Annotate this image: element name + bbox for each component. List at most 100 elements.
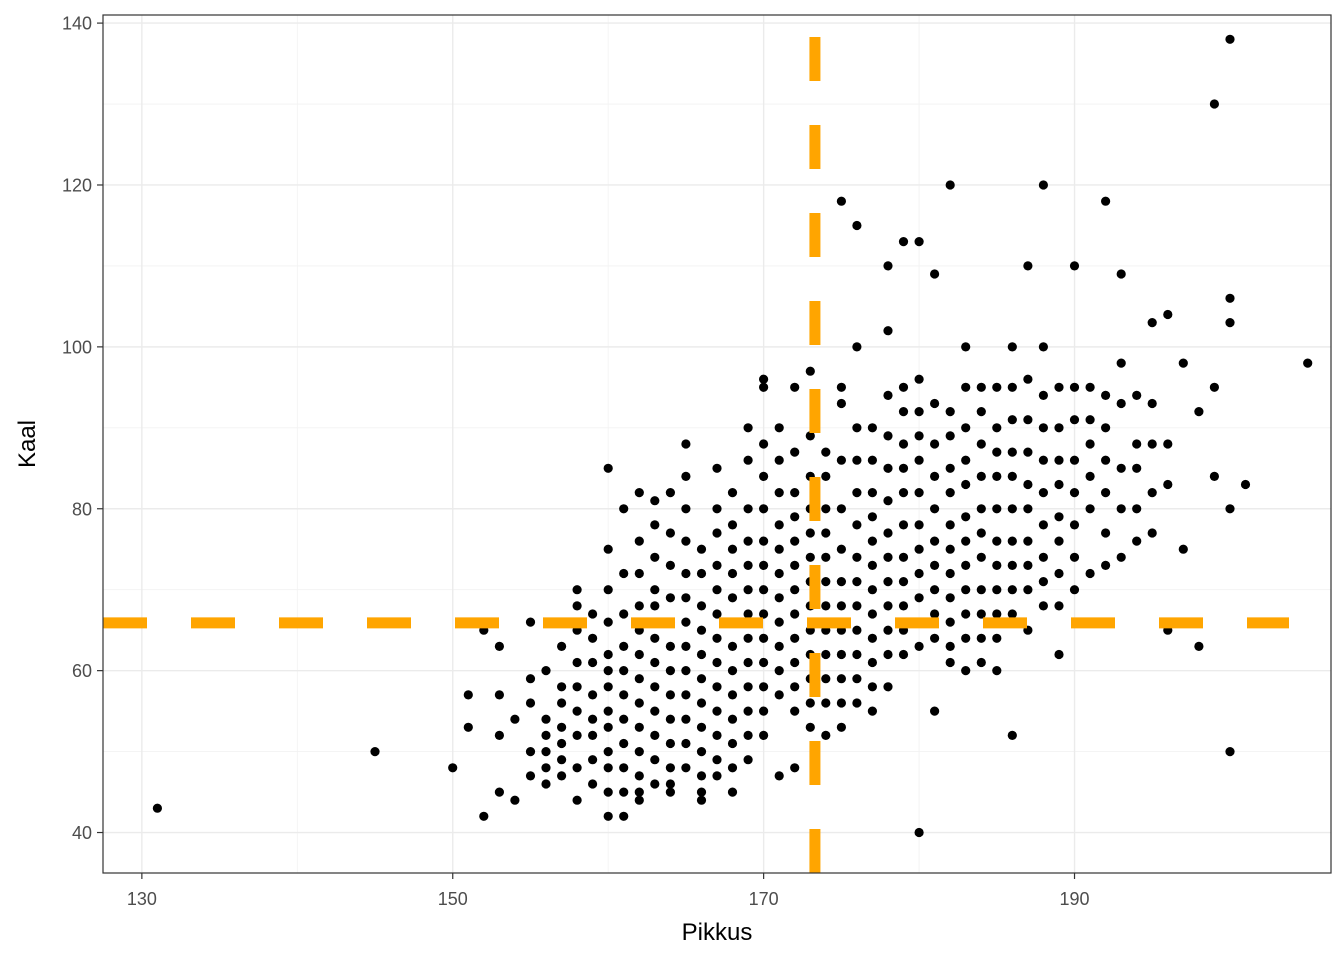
data-point bbox=[588, 730, 598, 741]
data-point bbox=[727, 666, 738, 676]
data-point bbox=[665, 641, 676, 652]
data-point bbox=[930, 398, 940, 409]
data-point bbox=[914, 407, 924, 417]
data-point bbox=[588, 657, 598, 668]
data-point bbox=[712, 771, 722, 781]
data-point bbox=[525, 674, 536, 684]
data-point bbox=[727, 763, 738, 773]
data-point bbox=[603, 585, 613, 595]
data-point bbox=[976, 504, 986, 514]
data-point bbox=[992, 666, 1002, 676]
data-point bbox=[603, 763, 613, 773]
data-point bbox=[759, 536, 769, 546]
data-point bbox=[1101, 528, 1111, 538]
data-point bbox=[852, 601, 862, 611]
data-point bbox=[774, 488, 784, 498]
data-point bbox=[588, 609, 598, 619]
data-point bbox=[603, 787, 613, 797]
data-point bbox=[1194, 407, 1204, 417]
data-point bbox=[494, 730, 504, 741]
data-point bbox=[665, 528, 676, 538]
data-point bbox=[992, 585, 1002, 595]
data-point bbox=[961, 512, 971, 522]
data-point bbox=[619, 609, 629, 619]
data-point bbox=[696, 544, 707, 554]
data-point bbox=[557, 641, 567, 652]
data-point bbox=[1054, 512, 1064, 522]
data-point bbox=[634, 787, 644, 797]
data-point bbox=[790, 512, 800, 522]
data-point bbox=[1038, 520, 1048, 530]
data-point bbox=[681, 439, 691, 449]
data-point bbox=[557, 682, 567, 692]
data-point bbox=[1069, 382, 1080, 392]
data-point bbox=[712, 706, 722, 716]
data-point bbox=[930, 560, 940, 571]
data-point bbox=[1054, 536, 1064, 546]
data-point bbox=[681, 536, 691, 546]
data-point bbox=[603, 747, 613, 757]
data-point bbox=[727, 690, 738, 700]
data-point bbox=[867, 512, 878, 522]
data-point bbox=[1147, 488, 1157, 498]
data-point bbox=[1007, 536, 1017, 546]
data-point bbox=[836, 455, 847, 465]
data-point bbox=[1023, 536, 1033, 546]
data-point bbox=[634, 601, 644, 611]
data-point bbox=[945, 657, 955, 668]
data-point bbox=[1101, 488, 1111, 498]
data-point bbox=[727, 714, 738, 724]
data-point bbox=[867, 657, 878, 668]
data-point bbox=[836, 601, 847, 611]
data-point bbox=[898, 488, 909, 498]
data-point bbox=[634, 698, 644, 708]
data-point bbox=[930, 633, 940, 643]
data-point bbox=[1054, 479, 1064, 490]
data-point bbox=[883, 261, 893, 271]
data-point bbox=[572, 730, 582, 741]
data-point bbox=[712, 528, 722, 538]
data-point bbox=[650, 520, 660, 530]
data-point bbox=[572, 601, 582, 611]
data-point bbox=[898, 601, 909, 611]
data-point bbox=[898, 407, 909, 417]
data-point bbox=[821, 649, 831, 660]
data-point bbox=[821, 577, 831, 587]
data-point bbox=[774, 568, 784, 579]
data-point bbox=[898, 439, 909, 449]
data-point bbox=[696, 698, 707, 708]
data-point bbox=[743, 706, 753, 716]
data-point bbox=[759, 504, 769, 514]
data-point bbox=[650, 585, 660, 595]
data-point bbox=[619, 787, 629, 797]
data-point bbox=[976, 633, 986, 643]
data-point bbox=[976, 439, 986, 449]
data-point bbox=[727, 544, 738, 554]
data-point bbox=[696, 625, 707, 635]
data-point bbox=[914, 374, 924, 384]
data-point bbox=[1116, 269, 1126, 279]
data-point bbox=[992, 609, 1002, 619]
data-point bbox=[541, 779, 551, 789]
data-point bbox=[1085, 568, 1095, 579]
data-point bbox=[541, 747, 551, 757]
data-point bbox=[743, 585, 753, 595]
data-point bbox=[650, 601, 660, 611]
data-point bbox=[805, 431, 815, 441]
y-tick-label: 80 bbox=[72, 499, 92, 519]
data-point bbox=[1303, 358, 1313, 368]
data-point bbox=[945, 407, 955, 417]
data-point bbox=[836, 698, 847, 708]
data-point bbox=[603, 811, 613, 821]
data-point bbox=[557, 738, 567, 749]
data-point bbox=[790, 763, 800, 773]
data-point bbox=[696, 649, 707, 660]
data-point bbox=[976, 407, 986, 417]
data-point bbox=[883, 601, 893, 611]
data-point bbox=[961, 536, 971, 546]
data-point bbox=[650, 682, 660, 692]
data-point bbox=[727, 787, 738, 797]
data-point bbox=[650, 633, 660, 643]
data-point bbox=[836, 722, 847, 732]
y-tick-label: 120 bbox=[62, 175, 92, 195]
